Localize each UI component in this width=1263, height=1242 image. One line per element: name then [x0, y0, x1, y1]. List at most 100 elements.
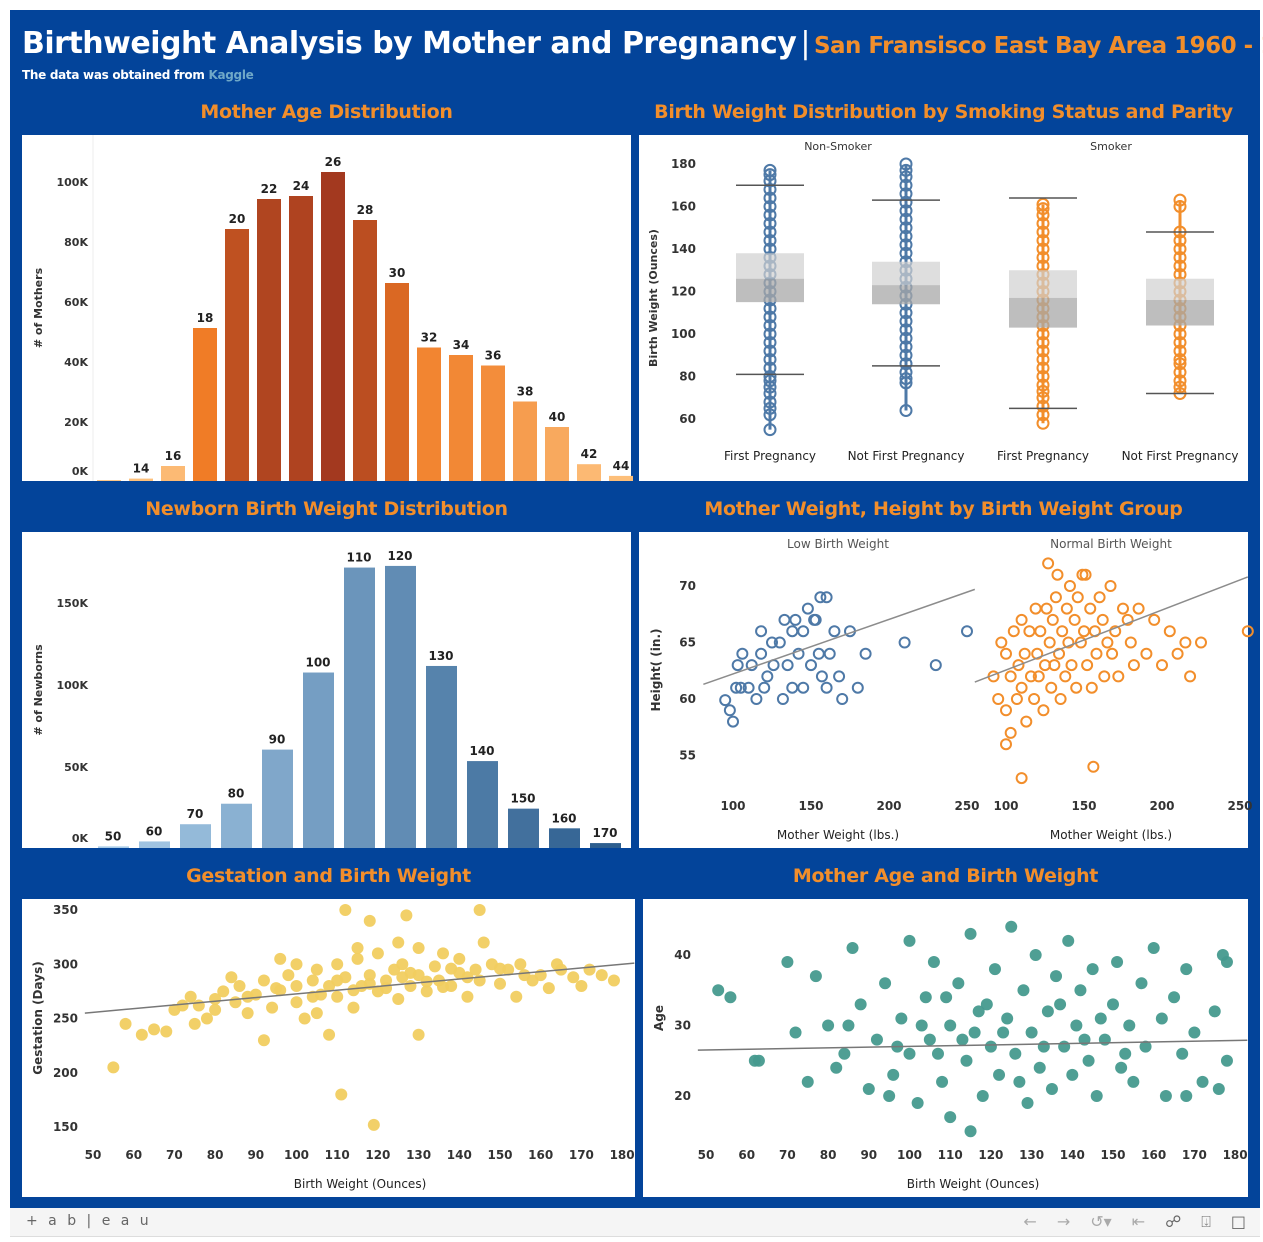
data-point: [731, 659, 744, 672]
data-point: [1066, 1068, 1079, 1081]
x-tick-label: 250: [954, 799, 979, 813]
y-tick-label: 150K: [57, 597, 89, 610]
bar-label: 120: [387, 549, 412, 563]
bar: [481, 365, 505, 481]
data-point: [445, 962, 458, 975]
data-point: [758, 681, 771, 694]
data-point: [1086, 963, 1099, 976]
y-tick-label: 65: [679, 636, 696, 650]
data-point: [940, 991, 953, 1004]
data-point: [1007, 625, 1020, 638]
data-point: [306, 974, 319, 987]
y-tick-label: 0K: [72, 832, 89, 845]
data-point: [1096, 613, 1109, 626]
data-point: [1004, 670, 1017, 683]
data-point: [1184, 670, 1197, 683]
data-point: [437, 981, 450, 994]
data-point: [1078, 625, 1090, 638]
data-point: [437, 947, 450, 960]
download-icon[interactable]: ⍗: [1201, 1212, 1211, 1231]
data-point: [1127, 1075, 1140, 1088]
data-point: [188, 1017, 201, 1030]
data-point: [846, 941, 859, 954]
data-point: [1051, 568, 1064, 581]
bar-label: 20: [229, 212, 246, 226]
data-point: [776, 693, 789, 705]
redo-icon[interactable]: →: [1056, 1212, 1071, 1231]
kaggle-link[interactable]: Kaggle: [208, 68, 254, 82]
panel-title-mother-age: Mother Age Distribution: [200, 101, 453, 123]
data-point: [494, 977, 506, 990]
data-point: [1173, 242, 1187, 256]
y-tick-label: 180: [671, 157, 696, 171]
data-point: [820, 681, 833, 694]
bar-label: 170: [592, 826, 617, 840]
bar-label: 18: [197, 311, 214, 325]
data-point: [1036, 344, 1050, 358]
data-point: [1053, 647, 1066, 660]
data-point: [1106, 647, 1119, 660]
data-point: [1012, 659, 1025, 672]
data-point: [1117, 602, 1129, 615]
data-point: [257, 974, 270, 987]
data-point: [392, 936, 405, 949]
share-icon[interactable]: ☍: [1165, 1212, 1182, 1231]
bar: [353, 220, 377, 481]
y-tick-label: 20: [674, 1089, 691, 1103]
bar: [449, 355, 473, 481]
panel-title-newborn: Newborn Birth Weight Distribution: [145, 498, 508, 520]
data-point: [763, 344, 777, 358]
x-tick-label: 170: [569, 1148, 594, 1162]
data-point: [1036, 197, 1050, 211]
fullscreen-icon[interactable]: □: [1230, 1212, 1246, 1231]
data-point: [331, 990, 344, 1003]
data-point: [1163, 625, 1176, 638]
y-tick-label: 100: [671, 327, 696, 341]
x-tick-label: 60: [125, 1148, 142, 1162]
data-point: [992, 693, 1005, 705]
revert-icon[interactable]: ↺▾: [1090, 1212, 1112, 1231]
title-main: Birthweight Analysis by Mother and Pregn…: [22, 26, 797, 61]
data-point: [550, 958, 563, 971]
bar: [344, 567, 375, 848]
data-point: [420, 985, 433, 998]
data-point: [763, 225, 777, 239]
box-upper: [1009, 270, 1077, 298]
box-lower: [736, 278, 804, 303]
data-point: [1068, 613, 1081, 626]
data-point: [972, 1005, 985, 1018]
trend-line: [84, 962, 635, 1014]
group-label: Not First Pregnancy: [848, 449, 965, 463]
data-point: [763, 208, 777, 222]
data-point: [1220, 956, 1233, 969]
x-tick-label: 50: [85, 1148, 102, 1162]
data-point: [763, 408, 777, 422]
undo-icon[interactable]: ←: [1023, 1212, 1037, 1231]
x-tick-label: 140: [447, 1148, 472, 1162]
bar: [385, 283, 409, 481]
x-axis-label: Mother Weight (lbs.): [777, 828, 899, 842]
data-point: [1000, 647, 1012, 660]
reset-icon[interactable]: ⇤: [1131, 1212, 1146, 1231]
data-point: [1087, 760, 1100, 773]
bar: [262, 749, 293, 848]
data-point: [310, 963, 323, 976]
y-tick-label: 55: [679, 749, 696, 763]
data-point: [899, 404, 913, 417]
data-point: [1036, 399, 1050, 413]
y-tick-label: 0K: [72, 465, 89, 478]
data-point: [899, 357, 913, 371]
data-point: [1004, 726, 1017, 739]
data-point: [1173, 374, 1187, 388]
data-point: [1124, 636, 1137, 649]
data-point: [469, 963, 482, 976]
data-point: [1173, 353, 1187, 366]
data-point: [773, 636, 786, 649]
data-point: [1018, 647, 1031, 660]
data-point: [200, 1012, 213, 1025]
data-point: [995, 636, 1008, 649]
data-point: [899, 238, 913, 252]
tableau-logo[interactable]: + a b | e a u: [26, 1213, 152, 1229]
data-point: [899, 170, 913, 184]
